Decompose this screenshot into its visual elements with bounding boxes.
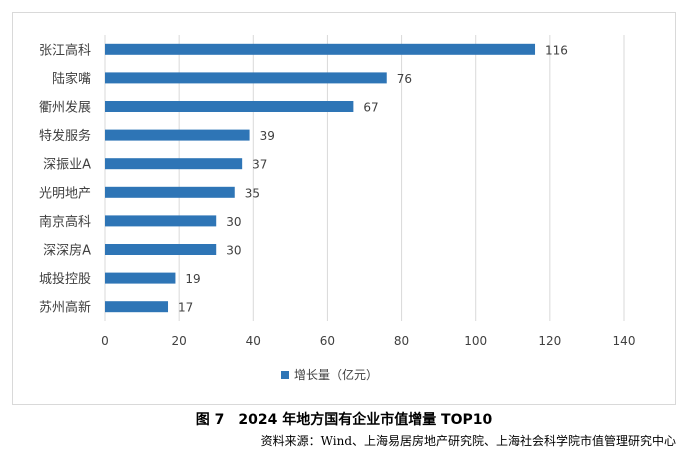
bar-9 bbox=[105, 301, 169, 313]
category-label: 深振业A bbox=[43, 158, 91, 173]
bar-6 bbox=[105, 215, 217, 227]
x-tick-label: 40 bbox=[246, 334, 261, 348]
category-label: 深深房A bbox=[43, 243, 91, 259]
data-label: 116 bbox=[545, 43, 568, 57]
data-label: 17 bbox=[178, 301, 193, 315]
category-label: 苏州高新 bbox=[39, 300, 91, 316]
chart-frame: 0 20 40 60 80 100 120 140 张江高科 116 陆家嘴 76 衢州发展 67 特发服务… bbox=[12, 12, 676, 405]
category-label: 张江高科 bbox=[39, 42, 91, 58]
x-tick-label: 0 bbox=[101, 334, 109, 348]
bar-2 bbox=[105, 101, 354, 112]
data-label: 30 bbox=[226, 244, 241, 258]
legend-label: 增长量（亿元） bbox=[294, 367, 378, 382]
x-tick-label: 140 bbox=[613, 334, 636, 348]
data-label: 39 bbox=[260, 129, 275, 143]
category-label: 特发服务 bbox=[39, 128, 91, 144]
bar-1 bbox=[105, 72, 387, 84]
bar-0 bbox=[105, 43, 536, 55]
bar-5 bbox=[105, 186, 235, 198]
data-label: 30 bbox=[226, 215, 241, 229]
legend-swatch bbox=[281, 371, 289, 379]
bar-7 bbox=[105, 244, 217, 255]
data-label: 67 bbox=[363, 101, 378, 115]
x-tick-label: 60 bbox=[320, 334, 335, 348]
x-tick-label: 120 bbox=[538, 334, 561, 348]
category-label: 南京高科 bbox=[39, 214, 91, 230]
bar-8 bbox=[105, 272, 176, 284]
category-label: 陆家嘴 bbox=[52, 71, 91, 87]
category-label: 衢州发展 bbox=[39, 100, 91, 116]
bar-4 bbox=[105, 158, 243, 170]
source-note: 资料来源：Wind、上海易居房地产研究院、上海社会科学院市值管理研究中心 bbox=[260, 434, 676, 448]
data-label: 19 bbox=[185, 272, 200, 286]
x-tick-label: 80 bbox=[394, 334, 409, 348]
data-label: 35 bbox=[245, 186, 260, 200]
category-label: 城投控股 bbox=[39, 271, 91, 287]
bar-3 bbox=[105, 129, 250, 141]
data-label: 76 bbox=[397, 72, 412, 86]
figure-caption: 图 7 2024 年地方国有企业市值增量 TOP10 bbox=[195, 412, 493, 428]
x-tick-label: 100 bbox=[464, 334, 487, 348]
bar-chart: 0 20 40 60 80 100 120 140 张江高科 116 陆家嘴 76 衢州发展 67 特发服务… bbox=[39, 35, 636, 382]
data-label: 37 bbox=[252, 158, 267, 172]
category-label: 光明地产 bbox=[39, 186, 91, 201]
x-tick-label: 20 bbox=[172, 334, 187, 348]
